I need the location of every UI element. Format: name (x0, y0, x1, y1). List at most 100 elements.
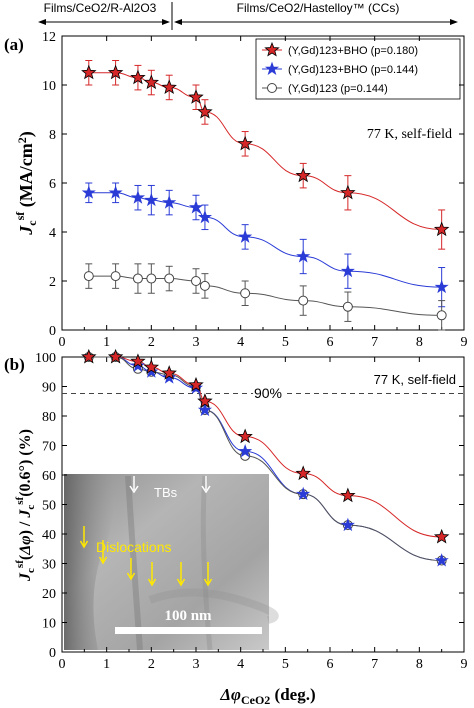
a-point-s1 (237, 135, 253, 151)
panel-a: (a) 77 K, self-field Jcsf (MA/cm2) (Y,Gd… (4, 30, 468, 350)
panel-b-ylabel: Jcsf(Δφ) / Jcsf(0.6°) (%) (14, 429, 37, 582)
panel-a-ylabel: Jcsf (MA/cm2) (13, 131, 39, 235)
a-point-s2 (238, 229, 253, 243)
panel-a-label: (a) (4, 35, 24, 54)
b-point-s1 (197, 393, 213, 408)
b-point-s2 (197, 402, 212, 417)
panel-a-annotation: 77 K, self-field (367, 127, 452, 142)
legend-marker-3-shape (267, 83, 277, 93)
b-ytick-label: 30 (42, 558, 56, 573)
a-xtick-label: 8 (416, 335, 423, 350)
a-point-s2 (296, 249, 311, 263)
a-point-s1 (197, 103, 213, 119)
a-ytick-label: 8 (49, 128, 56, 143)
b-point-s1 (295, 465, 311, 481)
a-point-s2 (144, 192, 159, 207)
a-point-s3 (199, 280, 210, 291)
tb-arrow-1 (129, 476, 139, 494)
a-point-s1 (143, 74, 160, 90)
a-point-s3 (110, 271, 121, 282)
tem-dark-region (64, 474, 114, 650)
tem-dislocations-label: Dislocations (96, 539, 171, 555)
b-xtick-label: 1 (103, 657, 110, 672)
b-xtick-label: 8 (416, 657, 423, 672)
tem-boundary-1 (125, 475, 143, 651)
b-xtick-label: 9 (461, 657, 468, 672)
b-point-s1 (340, 487, 356, 503)
a-xtick-label: 9 (461, 335, 468, 350)
a-xtick-label: 4 (237, 335, 244, 350)
b-ytick-label: 0 (49, 646, 56, 661)
b-point-s1 (107, 348, 124, 364)
dislocation-arrow (79, 526, 89, 549)
b-point-s2 (296, 486, 311, 501)
b-ytick-label: 60 (42, 469, 56, 484)
dislocation-arrows (79, 526, 213, 587)
panel-b-label: (b) (4, 355, 25, 374)
a-point-s1 (107, 64, 124, 80)
b-point-s2 (144, 364, 159, 378)
b-point-s1 (433, 528, 450, 544)
header-right-label: Films/CeO2/Hastelloy™ (CCs) (237, 1, 400, 15)
panel-b: (b) 77 K, self-field Jcsf(Δφ) / Jcsf(0.6… (4, 348, 468, 707)
a-ytick-label: 6 (49, 177, 56, 192)
legend: (Y,Gd)123+BHO (p=0.180) (Y,Gd)123+BHO (p… (255, 38, 461, 100)
a-point-s1 (295, 167, 311, 183)
tb-arrow-2 (201, 476, 211, 494)
b-point-s1 (81, 348, 97, 364)
header-right-arrowhead-l (174, 19, 182, 25)
b-point-s1 (130, 353, 146, 368)
panel-b-xlabel: ΔφCeO2 (deg.) (219, 685, 315, 707)
b-point-s1 (237, 428, 253, 444)
tem-boundary-2 (200, 475, 213, 651)
b-ytick-label: 90 (42, 381, 56, 396)
a-ytick-label: 12 (42, 30, 56, 45)
b-point-s2 (434, 553, 449, 567)
dislocation-arrow (98, 540, 108, 565)
b-ytick-label: 10 (42, 617, 56, 632)
a-point-s3 (240, 288, 251, 299)
a-point-s1 (130, 69, 146, 85)
a-xtick-label: 2 (148, 335, 155, 350)
legend-text-1: (Y,Gd)123+BHO (p=0.180) (288, 45, 418, 57)
b-point-s2 (130, 358, 145, 372)
a-point-s3 (191, 276, 201, 286)
a-point-s2 (188, 200, 204, 214)
a-xtick-label: 7 (371, 335, 378, 350)
b-ytick-label: 40 (42, 528, 56, 543)
dislocation-arrow (203, 562, 213, 587)
a-point-s2 (340, 263, 355, 278)
a-point-s3 (146, 273, 157, 284)
b-ytick-label: 20 (42, 587, 56, 602)
header-right-arrowhead-r (450, 19, 458, 25)
dislocation-arrow (126, 558, 136, 581)
a-point-s2 (108, 185, 123, 199)
a-ytick-label: 2 (49, 275, 56, 290)
b-xtick-label: 7 (371, 657, 378, 672)
b-point-s2 (238, 443, 253, 458)
a-ytick-label: 0 (49, 324, 56, 339)
b-point-s1 (143, 359, 160, 374)
reference-label-90: 90% (254, 385, 282, 401)
b-ytick-label: 70 (42, 440, 56, 455)
scale-bar-label: 100 nm (164, 608, 212, 624)
a-point-s1 (161, 79, 177, 95)
a-series-line-3 (88, 275, 442, 316)
b-xtick-label: 2 (148, 657, 155, 672)
legend-marker-1 (264, 41, 280, 57)
legend-box (255, 38, 461, 100)
dislocation-arrow (147, 562, 157, 587)
legend-marker-2 (264, 61, 280, 75)
a-xtick-label: 0 (59, 335, 66, 350)
scale-bar (115, 627, 262, 634)
a-xtick-label: 3 (193, 335, 200, 350)
b-point-s2 (162, 370, 177, 384)
header-left-arrowhead-r (162, 19, 170, 25)
b-xtick-label: 3 (193, 657, 200, 672)
a-point-s3 (342, 301, 353, 312)
b-xtick-label: 0 (59, 657, 66, 672)
a-point-s3 (436, 310, 447, 321)
tem-tbs-label: TBs (154, 485, 178, 500)
